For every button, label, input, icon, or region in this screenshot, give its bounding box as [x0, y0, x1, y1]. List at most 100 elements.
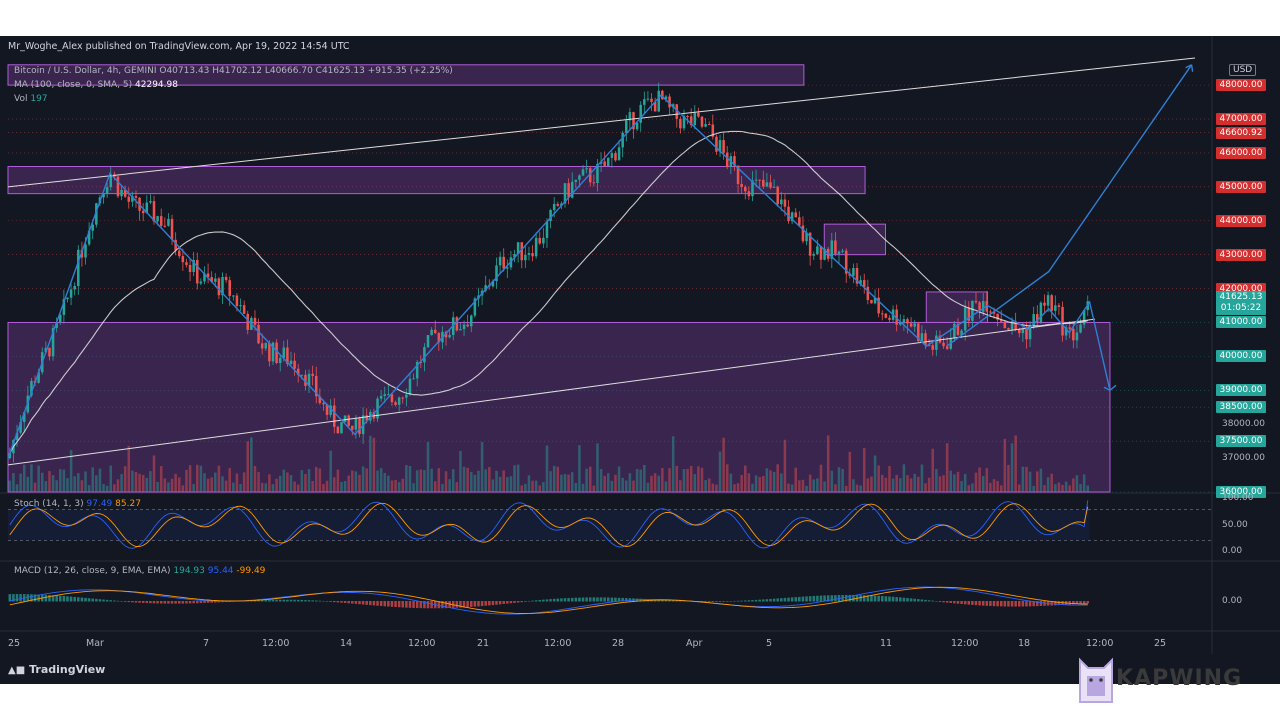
- candle-body-65: [242, 305, 246, 314]
- volume-bar-168: [614, 474, 617, 492]
- macd-hist-bar-168: [614, 597, 617, 602]
- volume-bar-158: [578, 445, 581, 492]
- macd-hist-bar-12: [51, 595, 55, 602]
- macd-hist-bar-234: [852, 594, 855, 602]
- chart-frame[interactable]: Mr_Woghe_Alex published on TradingView.c…: [0, 36, 1280, 684]
- macd-hist-bar-272: [989, 601, 992, 606]
- macd-hist-bar-241: [877, 595, 880, 602]
- macd-hist-bar-109: [401, 601, 405, 608]
- volume-bar-204: [744, 465, 747, 492]
- volume-bar-92: [340, 481, 343, 492]
- volume-bar-102: [376, 470, 379, 492]
- macd-hist-bar-71: [264, 599, 268, 602]
- volume-bar-2: [15, 484, 19, 492]
- volume-bar-105: [387, 475, 390, 492]
- volume-bar-106: [390, 480, 394, 492]
- price-tag-3: 46000.00: [1216, 146, 1266, 159]
- candle-body-170: [621, 132, 624, 148]
- macd-hist-bar-136: [498, 601, 502, 605]
- volume-bar-127: [466, 467, 469, 492]
- volume-bar-113: [415, 470, 419, 492]
- macd-hist-bar-25: [98, 599, 102, 602]
- vol-value: 197: [30, 94, 48, 104]
- candle-body-107: [394, 402, 397, 405]
- price-tag-11: 38500.00: [1216, 401, 1266, 414]
- macd-hist-bar-74: [275, 599, 278, 602]
- macd-hist-bar-114: [419, 601, 423, 609]
- volume-bar-82: [304, 473, 307, 492]
- macd-hist-bar-1: [12, 594, 15, 602]
- candle-body-58: [217, 278, 221, 296]
- candle-body-2: [15, 432, 19, 441]
- candle-body-17: [69, 289, 73, 298]
- volume-bar-111: [408, 465, 412, 492]
- currency-button[interactable]: USD: [1229, 64, 1257, 76]
- volume-bar-239: [870, 476, 873, 492]
- macd-hist-bar-226: [823, 595, 826, 602]
- macd-hist-bar-91: [336, 601, 340, 603]
- candle-body-51: [192, 260, 195, 272]
- macd-hist-bar-181: [661, 599, 664, 602]
- volume-bar-74: [275, 478, 278, 492]
- volume-bar-57: [214, 472, 217, 492]
- candle-body-234: [852, 268, 855, 276]
- macd-hist-bar-170: [621, 597, 624, 602]
- candle-body-249: [906, 319, 909, 324]
- macd-hist-bar-87: [322, 600, 325, 602]
- macd-hist-bar-183: [668, 600, 671, 602]
- symbol-name: Bitcoin / U.S. Dollar, 4h, GEMINI: [14, 66, 157, 76]
- candle-body-215: [783, 199, 787, 207]
- macd-hist-bar-10: [44, 594, 48, 602]
- volume-bar-58: [217, 465, 221, 492]
- candle-body-96: [354, 417, 358, 430]
- candle-body-80: [296, 368, 300, 375]
- macd-hist-bar-31: [120, 601, 123, 602]
- chart-canvas[interactable]: [0, 36, 1280, 684]
- volume-bar-228: [830, 470, 834, 492]
- volume-bar-225: [819, 464, 823, 492]
- candle-body-82: [304, 374, 307, 386]
- macd-hist-bar-262: [953, 601, 956, 604]
- candle-body-34: [131, 195, 134, 202]
- candle-body-112: [412, 378, 415, 380]
- volume-bar-84: [311, 480, 314, 492]
- candle-body-293: [1064, 327, 1068, 336]
- macd-hist-bar-85: [314, 600, 318, 602]
- candle-body-214: [780, 199, 783, 205]
- candle-body-105: [387, 394, 390, 396]
- macd-hist-bar-284: [1032, 601, 1035, 607]
- vol-legend: Vol 197: [14, 94, 48, 104]
- candle-body-121: [444, 331, 448, 338]
- candle-body-70: [260, 343, 264, 349]
- volume-bar-90: [333, 477, 336, 492]
- candle-body-193: [704, 124, 707, 127]
- volume-bars: [8, 435, 1090, 492]
- volume-bar-54: [203, 473, 206, 492]
- volume-bar-152: [556, 466, 560, 492]
- volume-bar-254: [924, 483, 927, 492]
- volume-bar-149: [545, 445, 549, 492]
- candle-body-15: [62, 299, 66, 315]
- macd-pane: [8, 586, 1090, 615]
- macd-hist-bar-261: [949, 601, 953, 604]
- volume-bar-55: [206, 478, 210, 492]
- volume-bar-246: [895, 474, 898, 492]
- volume-bar-139: [509, 476, 513, 492]
- tradingview-logo[interactable]: ▲■ TradingView: [8, 663, 105, 676]
- macd-hist-bar-56: [210, 601, 213, 603]
- macd-hist-bar-282: [1025, 601, 1028, 607]
- volume-bar-272: [989, 482, 992, 492]
- volume-bar-181: [661, 467, 664, 492]
- candle-body-224: [816, 246, 819, 255]
- candle-body-12: [51, 327, 55, 357]
- candle-body-125: [459, 329, 462, 331]
- candle-body-97: [358, 417, 361, 435]
- candle-body-14: [59, 314, 62, 323]
- macd-hist-bar-112: [412, 601, 415, 608]
- volume-bar-232: [844, 485, 848, 492]
- macd-hist-bar-54: [203, 601, 206, 603]
- volume-bar-167: [610, 480, 614, 492]
- candle-body-183: [668, 96, 671, 108]
- candle-body-53: [199, 281, 203, 284]
- macd-hist-bar-138: [506, 601, 509, 604]
